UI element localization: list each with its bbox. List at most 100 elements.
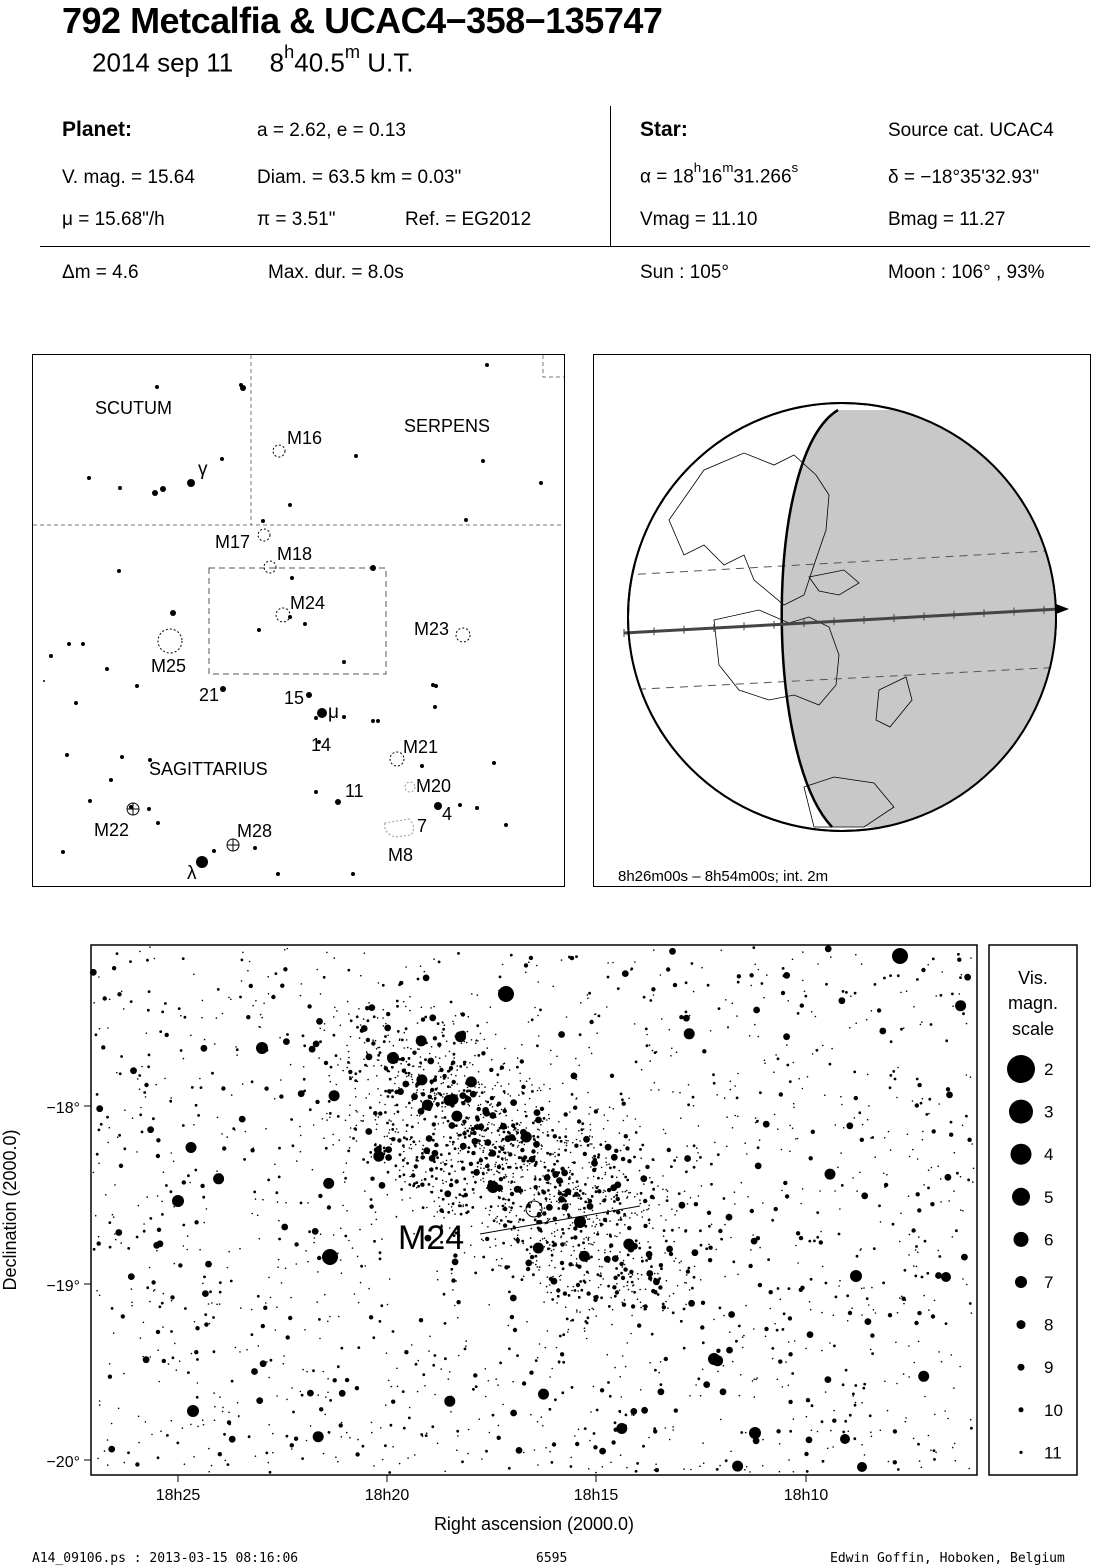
field-star [621,1355,624,1357]
field-star [466,1066,468,1069]
field-star [164,1032,169,1038]
field-star [437,1062,440,1064]
field-star [479,1134,481,1136]
field-star [543,1083,545,1086]
field-star [435,1093,438,1095]
field-star [455,1197,458,1199]
field-star [588,1242,590,1245]
field-star [871,1286,873,1289]
field-star [515,1166,518,1170]
field-star [481,1135,484,1138]
field-star [143,1091,147,1094]
field-star [573,1289,577,1292]
field-star [495,1258,498,1261]
field-star [527,1021,530,1023]
field-star [226,1463,230,1466]
field-star [591,1209,594,1212]
field-star [732,1460,744,1472]
field-star [89,968,97,976]
field-star [651,987,656,992]
field-star [417,1122,420,1124]
field-star [456,1132,459,1134]
field-star [156,1138,161,1143]
field-star [970,957,972,959]
field-star [534,1160,538,1164]
field-star [642,1305,644,1307]
field-star [505,1215,507,1218]
field-star [896,1311,899,1314]
field-star [929,1023,933,1026]
field-star [972,1181,974,1183]
field-star [706,1210,712,1215]
field-star [915,1192,920,1197]
field-star [551,1367,553,1370]
field-star [321,1118,324,1120]
legend-label-mag-8: 8 [1044,1316,1053,1335]
field-star [564,1135,568,1138]
field-star [498,1222,501,1225]
field-star [867,1304,870,1306]
field-star [581,1132,583,1135]
field-star [317,1271,319,1273]
field-star [311,1168,314,1171]
field-star [561,1391,565,1395]
field-star [522,1275,525,1278]
field-star [512,1172,514,1175]
field-star [593,1109,599,1114]
field-star [147,1126,155,1134]
legend-frame [988,944,1078,1476]
field-star [595,1214,598,1217]
finder-star [475,806,479,810]
field-star [516,1240,520,1244]
field-star [442,1292,446,1296]
field-star [463,1177,467,1181]
field-star [545,1241,549,1244]
field-star [597,1153,601,1156]
field-star [348,1069,353,1075]
field-star [460,1012,466,1017]
field-star [445,1040,448,1043]
field-star [610,1175,614,1179]
field-star [265,1451,269,1455]
field-star [542,1425,544,1427]
field-star [590,1243,592,1245]
field-star [277,1258,280,1261]
field-star [157,1349,159,1351]
field-star [581,1167,584,1169]
field-star [138,1088,141,1090]
field-star [402,1144,405,1147]
field-star [601,1200,604,1202]
field-star [478,1418,481,1420]
field-star [562,1190,565,1193]
field-star [797,1262,799,1264]
field-star [702,1462,705,1464]
field-star [213,1419,216,1422]
field-star [456,1094,458,1096]
field-star [479,1032,482,1035]
field-star [403,1150,405,1153]
field-star [459,1149,462,1152]
label-m18: M18 [277,544,312,564]
finder-star [288,503,292,507]
field-star [398,1039,401,1041]
field-star [508,1347,511,1351]
field-star [955,1229,958,1233]
detail-field-frame [208,567,387,675]
field-star [395,1128,398,1130]
field-star [536,1135,540,1139]
field-star [138,1074,142,1077]
field-star [451,1209,454,1212]
field-star [555,1346,558,1349]
field-star [919,1023,922,1026]
field-star [865,1297,869,1300]
field-star [415,1156,419,1159]
field-star [431,1149,439,1157]
field-star [488,1121,490,1124]
field-star [603,1255,611,1263]
field-star [489,1246,491,1248]
field-star [101,1045,106,1050]
field-star [434,1128,436,1130]
field-star [954,1459,957,1462]
field-star [422,1089,425,1091]
field-star [520,1128,527,1136]
